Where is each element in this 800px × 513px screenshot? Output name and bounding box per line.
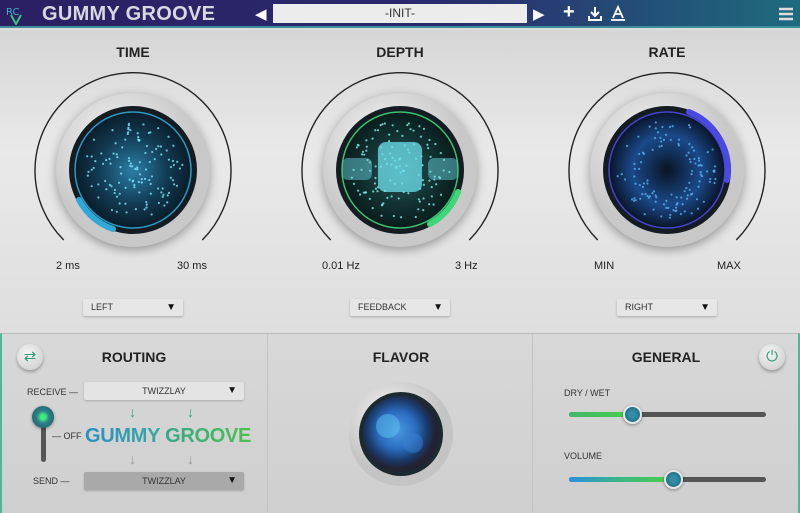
power-button[interactable]: ⏻ bbox=[759, 344, 785, 370]
dry-wet-fill bbox=[569, 412, 633, 417]
depth-mode-dropdown[interactable]: FEEDBACK ▼ bbox=[350, 299, 450, 316]
flavor-knob[interactable] bbox=[348, 381, 454, 487]
rate-knob[interactable] bbox=[557, 60, 777, 280]
knob-graphic bbox=[301, 72, 499, 247]
dropdown-arrow-icon: ▼ bbox=[433, 302, 443, 313]
send-label-text: SEND bbox=[33, 476, 59, 486]
knob-graphic bbox=[34, 72, 232, 247]
brand-word-groove: GROOVE bbox=[165, 425, 252, 447]
menu-icon[interactable] bbox=[779, 7, 793, 21]
dropdown-value: FEEDBACK bbox=[358, 302, 407, 312]
rate-title: RATE bbox=[648, 44, 686, 60]
volume-fill bbox=[569, 477, 674, 482]
time-min-label: 2 ms bbox=[56, 260, 80, 272]
receive-dropdown[interactable]: TWIZZLAY ▼ bbox=[84, 382, 244, 400]
routing-title: ROUTING bbox=[101, 349, 167, 365]
dropdown-value: TWIZZLAY bbox=[142, 386, 186, 396]
general-title: GENERAL bbox=[631, 349, 701, 365]
dry-wet-slider[interactable] bbox=[569, 405, 766, 424]
prev-preset-icon[interactable]: ◀ bbox=[255, 6, 267, 23]
receive-label: RECEIVE — bbox=[27, 387, 79, 397]
power-icon: ⏻ bbox=[766, 348, 778, 365]
knob-graphic bbox=[568, 72, 766, 247]
brand-word-gummy: GUMMY bbox=[85, 425, 160, 447]
dry-wet-thumb[interactable] bbox=[623, 405, 643, 424]
depth-knob[interactable] bbox=[290, 60, 510, 280]
save-icon[interactable] bbox=[587, 6, 603, 22]
routing-switch-handle[interactable] bbox=[32, 406, 54, 428]
rate-channel-dropdown[interactable]: RIGHT ▼ bbox=[617, 299, 717, 316]
knob-value-indicator bbox=[427, 189, 461, 227]
time-channel-dropdown[interactable]: LEFT ▼ bbox=[83, 299, 183, 316]
brand-wordmark: GUMMY GROOVE bbox=[85, 425, 251, 448]
rate-min-label: MIN bbox=[594, 260, 615, 272]
arrow-down-icon: ↓ bbox=[129, 451, 136, 467]
time-title: TIME bbox=[116, 44, 150, 60]
knob-range-arc bbox=[34, 72, 232, 241]
header-bar: RC GUMMY GROOVE ◀ -INIT- ▶ + bbox=[0, 0, 800, 28]
general-panel: GENERAL ⏻ DRY / WET VOLUME bbox=[533, 333, 800, 513]
flavor-title: FLAVOR bbox=[372, 349, 430, 365]
volume-label: VOLUME bbox=[564, 451, 603, 461]
swap-routing-button[interactable]: ⇄ bbox=[17, 344, 43, 370]
app-title: GUMMY GROOVE bbox=[42, 3, 216, 25]
send-dropdown[interactable]: TWIZZLAY ▼ bbox=[84, 472, 244, 490]
depth-title: DEPTH bbox=[376, 44, 424, 60]
preset-name-field[interactable]: -INIT- bbox=[273, 4, 527, 23]
rate-max-label: MAX bbox=[717, 260, 741, 272]
dropdown-arrow-icon: ▼ bbox=[227, 385, 237, 396]
knob-value-indicator bbox=[686, 109, 731, 183]
arrow-down-icon: ↓ bbox=[129, 404, 136, 420]
knob-range-arc bbox=[568, 72, 766, 241]
routing-switch-track[interactable] bbox=[41, 414, 46, 462]
dropdown-value: TWIZZLAY bbox=[142, 476, 186, 486]
arrow-down-icon: ↓ bbox=[187, 451, 194, 467]
next-preset-icon[interactable]: ▶ bbox=[533, 6, 545, 23]
swap-arrows-icon: ⇄ bbox=[23, 348, 37, 365]
add-icon[interactable]: + bbox=[563, 1, 575, 23]
knob-value-indicator bbox=[76, 197, 116, 232]
off-label-text: OFF bbox=[63, 431, 82, 441]
dropdown-value: LEFT bbox=[91, 302, 114, 312]
volume-thumb[interactable] bbox=[664, 470, 684, 489]
dropdown-arrow-icon: ▼ bbox=[700, 302, 710, 313]
receive-label-text: RECEIVE bbox=[27, 387, 67, 397]
volume-slider[interactable] bbox=[569, 470, 766, 489]
off-label: — OFF bbox=[52, 431, 82, 441]
arrow-down-icon: ↓ bbox=[187, 404, 194, 420]
dry-wet-label: DRY / WET bbox=[564, 388, 611, 398]
time-knob[interactable] bbox=[23, 60, 243, 280]
send-label: SEND — bbox=[33, 476, 70, 486]
depth-min-label: 0.01 Hz bbox=[322, 260, 360, 272]
a-icon[interactable] bbox=[610, 5, 626, 22]
dropdown-arrow-icon: ▼ bbox=[227, 475, 237, 486]
dropdown-arrow-icon: ▼ bbox=[166, 302, 176, 313]
logo-icon: RC bbox=[6, 7, 22, 25]
depth-max-label: 3 Hz bbox=[455, 260, 478, 272]
knob-area: TIME 2 ms 30 ms LEFT ▼ DEPTH 0.01 Hz bbox=[0, 30, 800, 333]
dropdown-value: RIGHT bbox=[625, 302, 653, 312]
time-max-label: 30 ms bbox=[177, 260, 207, 272]
flavor-panel: FLAVOR bbox=[267, 333, 533, 513]
routing-panel: ⇄ ROUTING RECEIVE — TWIZZLAY ▼ — OFF ↓ ↓ … bbox=[0, 333, 267, 513]
svg-text:RC: RC bbox=[6, 7, 19, 18]
knob-range-arc bbox=[301, 72, 499, 241]
